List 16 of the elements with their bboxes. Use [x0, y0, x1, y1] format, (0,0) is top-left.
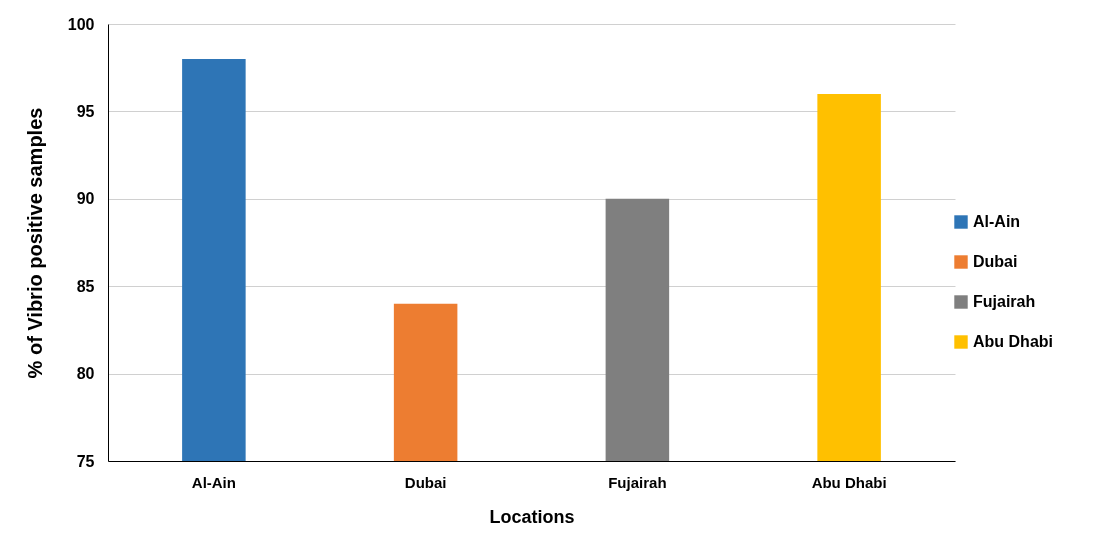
- legend-label: Dubai: [973, 253, 1018, 270]
- y-tick-label: 90: [76, 190, 95, 208]
- x-tick-label: Dubai: [404, 473, 447, 491]
- y-tick-label: 75: [76, 452, 95, 470]
- legend-label: Al-Ain: [973, 213, 1021, 230]
- y-tick-label: 100: [67, 15, 95, 33]
- y-tick-label: 95: [76, 102, 95, 120]
- x-tick-label: Al-Ain: [191, 473, 236, 491]
- legend-label: Abu Dhabi: [973, 333, 1053, 350]
- y-axis-title: % of Vibrio positive samples: [23, 107, 46, 379]
- x-axis-title: Locations: [489, 506, 575, 527]
- legend-label: Fujairah: [973, 293, 1036, 310]
- y-tick-label: 80: [76, 365, 95, 383]
- y-tick-label: 85: [76, 277, 95, 295]
- x-tick-label: Abu Dhabi: [811, 473, 887, 491]
- x-tick-label: Fujairah: [608, 473, 667, 491]
